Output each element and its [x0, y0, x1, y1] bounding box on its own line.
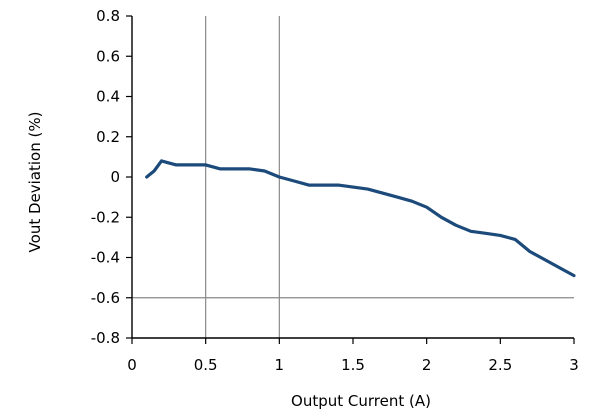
y-tick-label: 0.8 — [96, 7, 120, 25]
y-tick-label: 0.6 — [96, 47, 120, 65]
y-tick-label: -0.4 — [91, 249, 120, 267]
y-axis-title: Vout Deviation (%) — [26, 112, 44, 253]
y-tick-label: -0.2 — [91, 208, 120, 226]
x-tick-label: 2 — [422, 356, 432, 374]
x-axis-title: Output Current (A) — [291, 392, 431, 410]
series-layer — [145, 159, 576, 278]
y-tick-label: -0.6 — [91, 289, 120, 307]
x-tick-label: 3 — [569, 356, 579, 374]
x-tick-label: 2.5 — [488, 356, 512, 374]
x-tick-label: 0.5 — [194, 356, 218, 374]
x-tick-label: 1 — [275, 356, 285, 374]
tick-labels: -0.8 -0.6 -0.4 -0.2 0 0.2 0.4 0.6 0.8 0 0.5 1 1.5 2 2.… — [91, 7, 579, 374]
series-line — [145, 159, 576, 278]
y-tick-label: 0.2 — [96, 128, 120, 146]
y-tick-label: 0 — [110, 168, 120, 186]
x-tick-label: 0 — [127, 356, 137, 374]
y-tick-label: -0.8 — [91, 329, 120, 347]
grid-lines — [132, 16, 574, 338]
axes — [126, 15, 575, 344]
x-tick-label: 1.5 — [341, 356, 365, 374]
y-tick-label: 0.4 — [96, 88, 120, 106]
